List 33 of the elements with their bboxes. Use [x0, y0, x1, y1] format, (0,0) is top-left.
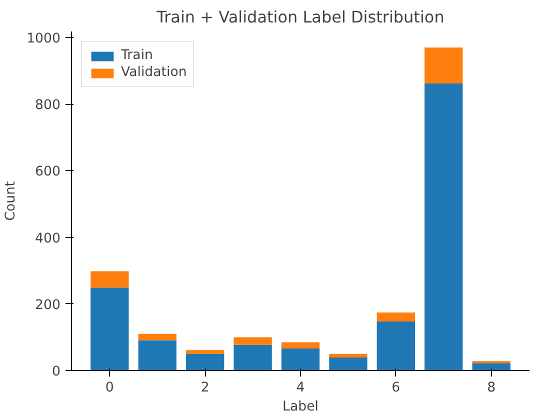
bar — [424, 83, 463, 370]
bar — [90, 288, 129, 370]
y-tick-label: 200 — [35, 298, 61, 313]
bar — [186, 350, 224, 354]
legend-label: Train — [121, 48, 153, 63]
bar — [138, 334, 176, 340]
bar — [186, 354, 224, 370]
bar — [138, 340, 176, 370]
bar — [376, 312, 415, 322]
bar — [90, 271, 129, 288]
y-tick-label: 800 — [35, 98, 61, 114]
y-tick-label: 1000 — [26, 31, 61, 46]
y-axis-title: Count — [4, 181, 19, 221]
bar — [234, 344, 272, 370]
x-tick-label: 6 — [392, 380, 400, 396]
bar — [281, 348, 320, 370]
bar — [329, 358, 368, 370]
bar — [376, 322, 415, 370]
x-tick-label: 4 — [296, 380, 305, 396]
bar — [234, 337, 272, 345]
bar — [424, 47, 463, 84]
y-tick-label: 600 — [35, 164, 61, 180]
bar — [281, 342, 320, 349]
x-tick-label: 8 — [487, 380, 496, 396]
y-tick-label: 0 — [52, 364, 61, 380]
x-tick-label: 0 — [105, 380, 114, 396]
bar — [472, 363, 510, 370]
x-axis-title: Label — [282, 400, 318, 414]
bar — [329, 354, 368, 358]
x-tick-label: 2 — [200, 380, 210, 396]
legend-label: Validation — [121, 65, 187, 80]
y-tick-label: 400 — [35, 231, 61, 246]
chart-title: Train + Validation Label Distribution — [156, 8, 444, 26]
